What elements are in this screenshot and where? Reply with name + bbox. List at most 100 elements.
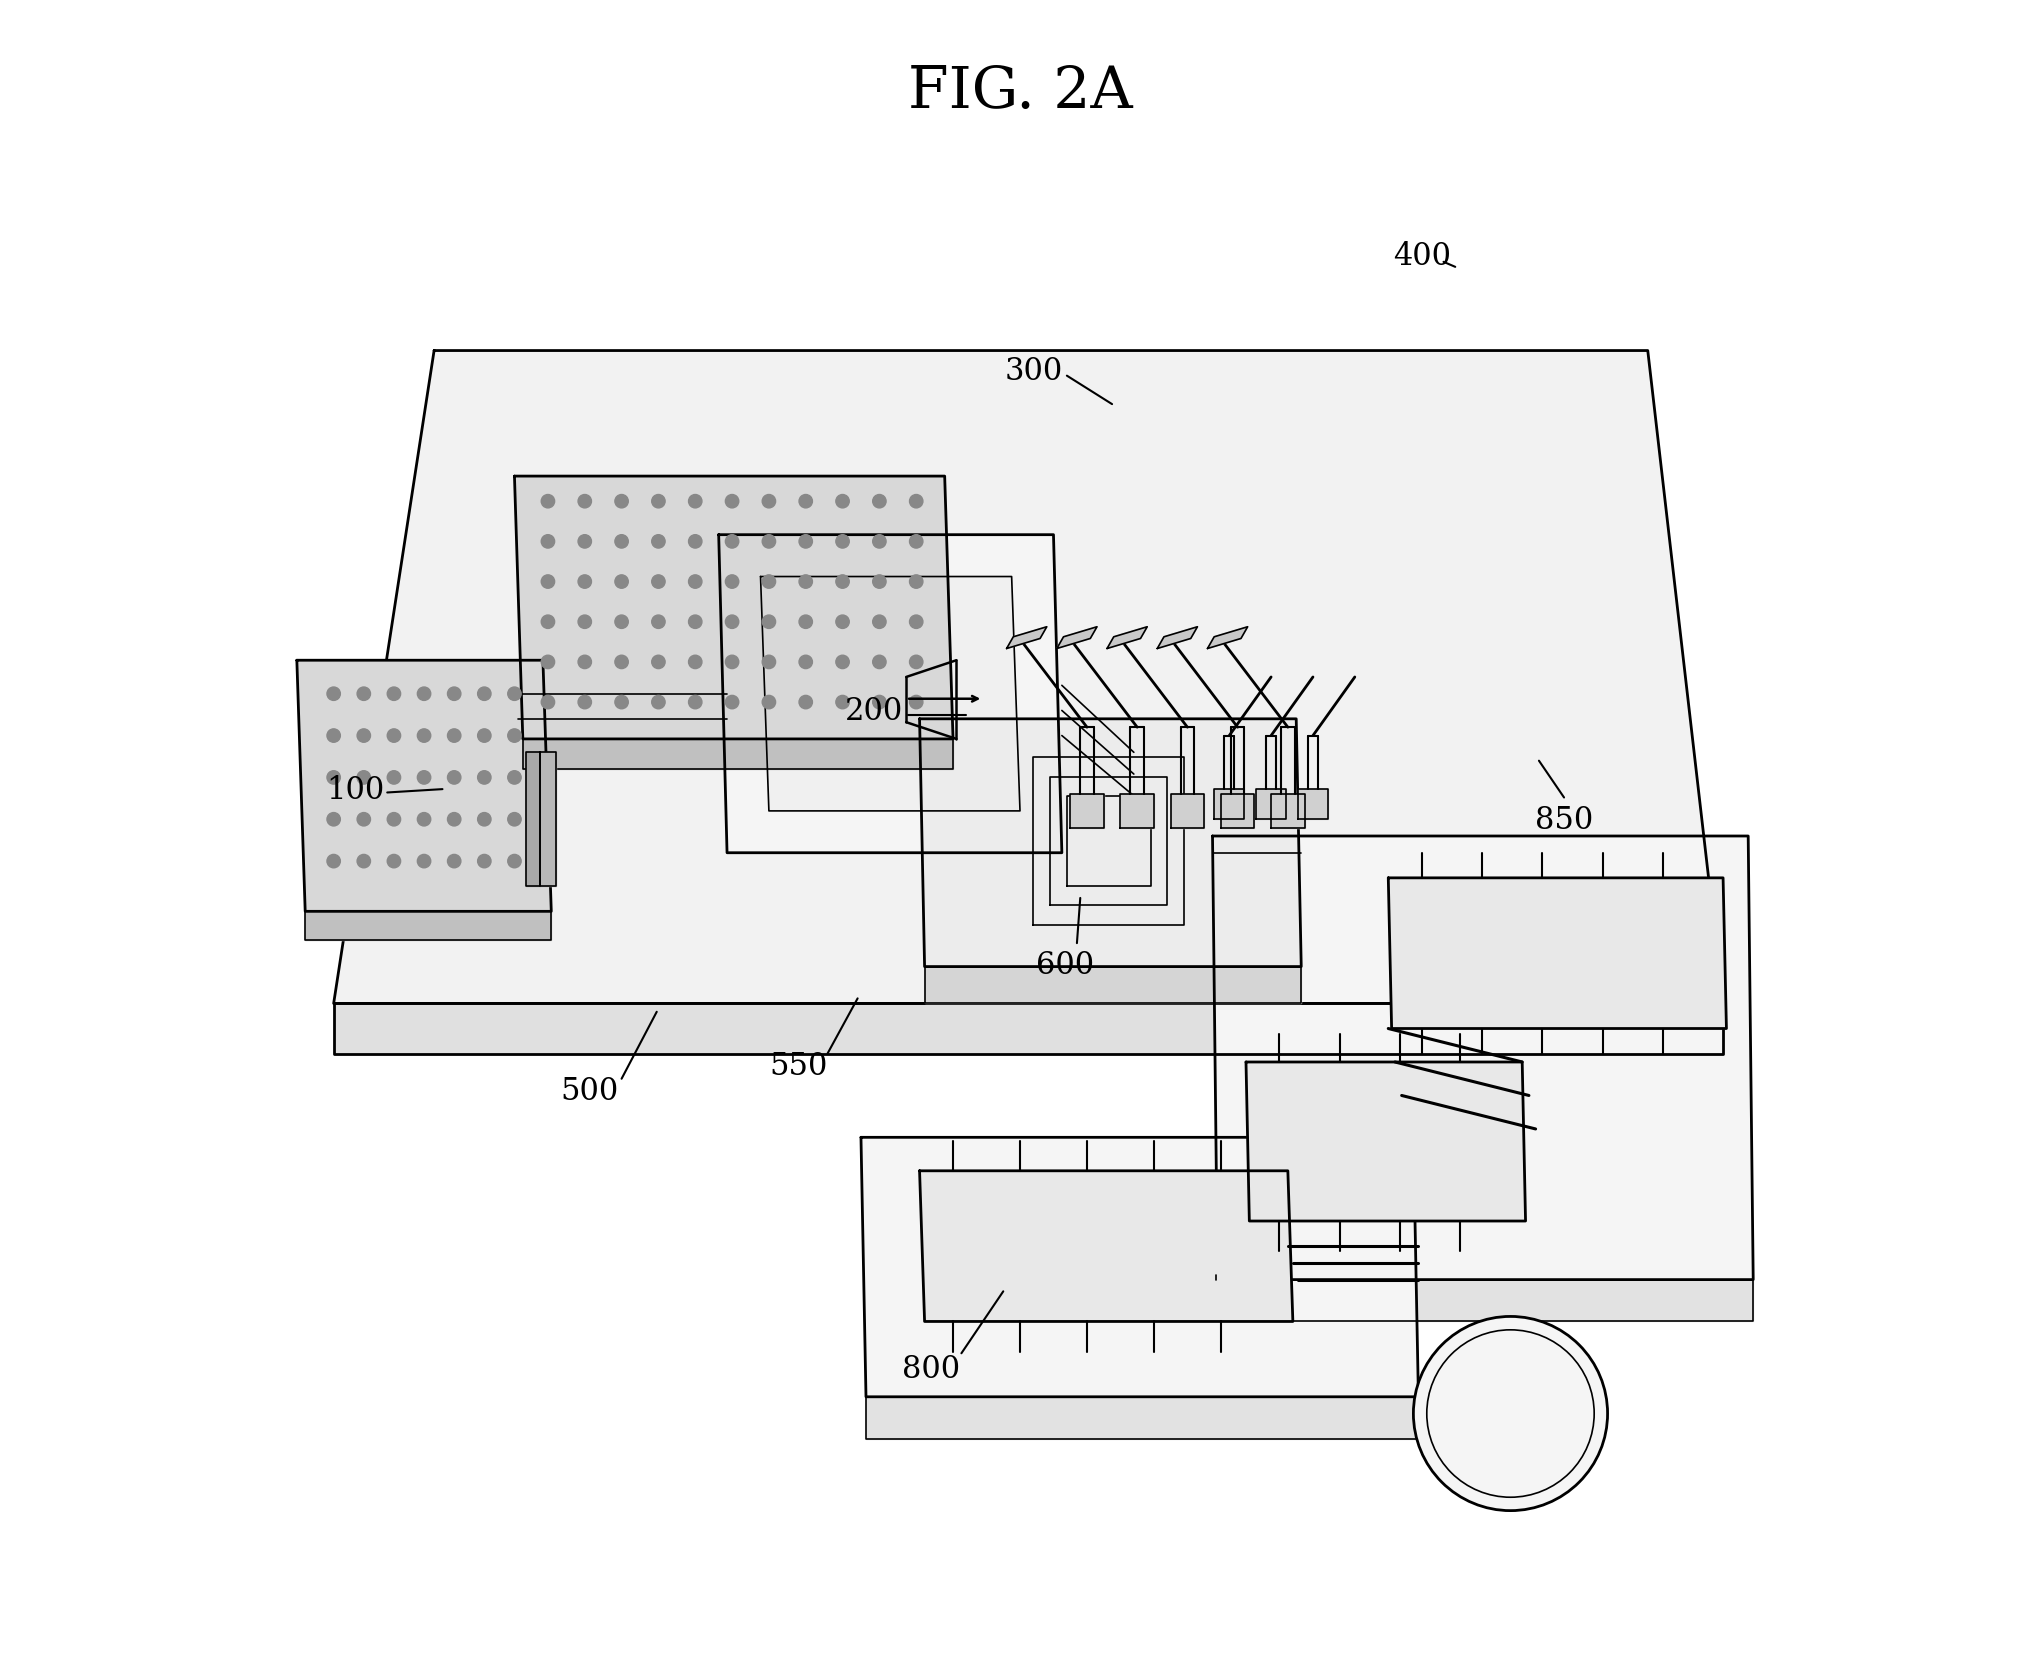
Circle shape [909, 696, 922, 709]
Circle shape [540, 495, 555, 509]
Circle shape [357, 855, 371, 868]
Circle shape [614, 576, 628, 589]
Circle shape [726, 656, 738, 669]
Text: 500: 500 [561, 1076, 618, 1106]
Text: 400: 400 [1393, 241, 1450, 271]
Circle shape [577, 696, 591, 709]
Circle shape [689, 576, 701, 589]
Circle shape [418, 855, 430, 868]
Circle shape [540, 696, 555, 709]
Text: 600: 600 [1036, 950, 1093, 980]
Circle shape [763, 656, 775, 669]
Circle shape [326, 813, 341, 826]
Polygon shape [867, 1397, 1417, 1439]
Polygon shape [1270, 795, 1305, 828]
Circle shape [387, 729, 400, 743]
Text: 300: 300 [1003, 356, 1062, 386]
Circle shape [447, 729, 461, 743]
Polygon shape [920, 1171, 1293, 1322]
Circle shape [799, 696, 812, 709]
Circle shape [836, 576, 848, 589]
Circle shape [477, 729, 491, 743]
Circle shape [726, 495, 738, 509]
Circle shape [650, 696, 665, 709]
Circle shape [614, 495, 628, 509]
Circle shape [326, 729, 341, 743]
Polygon shape [1119, 795, 1154, 828]
Polygon shape [1256, 790, 1285, 820]
Circle shape [540, 656, 555, 669]
Circle shape [577, 616, 591, 629]
Circle shape [836, 535, 848, 549]
Circle shape [909, 576, 922, 589]
Circle shape [540, 616, 555, 629]
Circle shape [873, 495, 885, 509]
Circle shape [1413, 1317, 1607, 1511]
Circle shape [689, 656, 701, 669]
Circle shape [836, 616, 848, 629]
Circle shape [508, 729, 520, 743]
Circle shape [614, 616, 628, 629]
Circle shape [650, 616, 665, 629]
Polygon shape [1389, 878, 1725, 1029]
Circle shape [508, 771, 520, 785]
Polygon shape [1219, 795, 1254, 828]
Polygon shape [761, 577, 1020, 811]
Circle shape [418, 771, 430, 785]
Polygon shape [924, 967, 1301, 1004]
Circle shape [799, 616, 812, 629]
Circle shape [836, 656, 848, 669]
Circle shape [540, 576, 555, 589]
Circle shape [387, 688, 400, 701]
Circle shape [326, 855, 341, 868]
Circle shape [763, 696, 775, 709]
Circle shape [650, 495, 665, 509]
Polygon shape [1056, 627, 1097, 649]
Polygon shape [1217, 1280, 1752, 1322]
Circle shape [418, 688, 430, 701]
Polygon shape [860, 1138, 1417, 1397]
Circle shape [873, 576, 885, 589]
Circle shape [909, 616, 922, 629]
Circle shape [577, 576, 591, 589]
Text: 800: 800 [901, 1353, 960, 1384]
Circle shape [689, 495, 701, 509]
Polygon shape [1005, 627, 1046, 649]
Circle shape [387, 855, 400, 868]
Circle shape [477, 771, 491, 785]
Circle shape [763, 535, 775, 549]
Circle shape [909, 656, 922, 669]
Circle shape [447, 688, 461, 701]
Circle shape [387, 813, 400, 826]
Circle shape [614, 535, 628, 549]
Circle shape [508, 813, 520, 826]
Polygon shape [1297, 790, 1327, 820]
Circle shape [614, 656, 628, 669]
Circle shape [508, 688, 520, 701]
Circle shape [418, 813, 430, 826]
Circle shape [689, 535, 701, 549]
Circle shape [836, 696, 848, 709]
Circle shape [799, 495, 812, 509]
Polygon shape [298, 661, 551, 912]
Circle shape [836, 495, 848, 509]
Polygon shape [1156, 627, 1197, 649]
Circle shape [326, 771, 341, 785]
Polygon shape [1213, 790, 1244, 820]
Circle shape [689, 696, 701, 709]
Circle shape [726, 535, 738, 549]
Text: 550: 550 [769, 1051, 828, 1081]
Polygon shape [920, 719, 1301, 967]
Polygon shape [1170, 795, 1203, 828]
Text: 100: 100 [326, 775, 385, 805]
Circle shape [909, 495, 922, 509]
Polygon shape [526, 753, 538, 887]
Polygon shape [334, 351, 1723, 1004]
Polygon shape [1107, 627, 1146, 649]
Circle shape [763, 616, 775, 629]
Circle shape [763, 576, 775, 589]
Circle shape [873, 616, 885, 629]
Circle shape [873, 535, 885, 549]
Circle shape [447, 813, 461, 826]
Polygon shape [1207, 627, 1248, 649]
